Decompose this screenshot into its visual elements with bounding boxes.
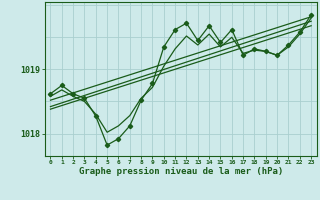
X-axis label: Graphe pression niveau de la mer (hPa): Graphe pression niveau de la mer (hPa) (79, 167, 283, 176)
